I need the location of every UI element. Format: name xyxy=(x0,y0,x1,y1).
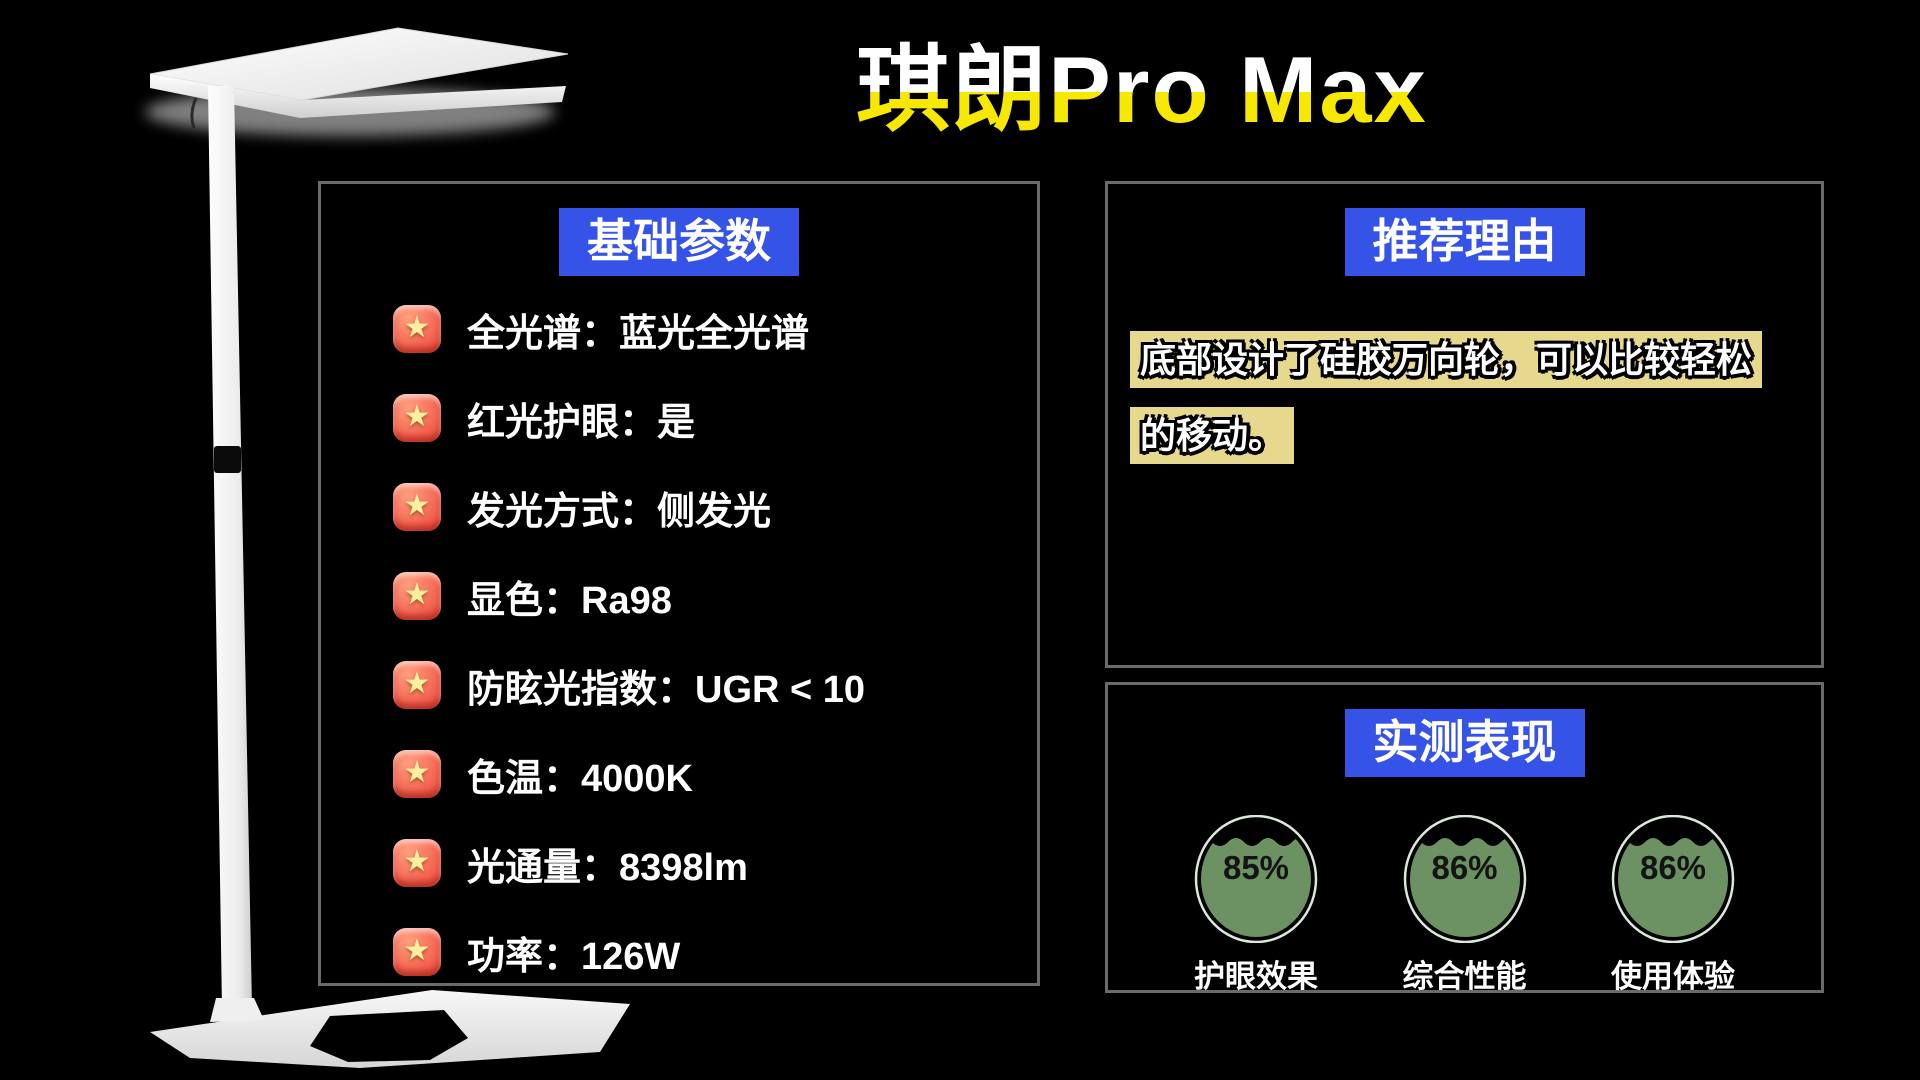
basic-params-panel: 基础参数 ★ 全光谱：蓝光全光谱 ★ 红光护眼：是 ★ 发光方式：侧发光 ★ 显… xyxy=(318,181,1040,986)
spec-list: ★ 全光谱：蓝光全光谱 ★ 红光护眼：是 ★ 发光方式：侧发光 ★ 显色：Ra9… xyxy=(321,305,1037,978)
spec-item: ★ 发光方式：侧发光 xyxy=(393,483,1037,533)
recommendation-heading: 推荐理由 xyxy=(1344,208,1585,276)
star-icon: ★ xyxy=(393,839,441,887)
gauge-label: 护眼效果 xyxy=(1194,959,1318,994)
floor-lamp-image xyxy=(145,27,630,1068)
star-icon: ★ xyxy=(393,483,441,531)
gauge-value: 86% xyxy=(1639,849,1707,886)
gauge-user-experience: 86% 使用体验 xyxy=(1583,814,1763,996)
spec-text: 防眩光指数：UGR < 10 xyxy=(467,668,866,711)
gauge-value: 85% xyxy=(1222,849,1290,886)
gauge-label: 综合性能 xyxy=(1402,959,1527,994)
spec-text: 光通量：8398lm xyxy=(467,846,748,889)
star-icon: ★ xyxy=(393,661,441,709)
gauge-overall-performance: 86% 综合性能 xyxy=(1375,814,1555,996)
spec-item: ★ 色温：4000K xyxy=(393,750,1037,800)
gauge-liquid-icon: 86% xyxy=(1611,814,1735,944)
spec-text: 色温：4000K xyxy=(467,757,693,800)
gauge-label: 使用体验 xyxy=(1611,959,1735,994)
gauge-eye-care: 85% 护眼效果 xyxy=(1166,814,1346,996)
spec-item: ★ 全光谱：蓝光全光谱 xyxy=(393,305,1037,355)
star-icon: ★ xyxy=(393,394,441,442)
spec-item: ★ 显色：Ra98 xyxy=(393,572,1037,622)
star-icon: ★ xyxy=(393,750,441,798)
gauge-liquid-icon: 86% xyxy=(1403,814,1527,944)
spec-item: ★ 红光护眼：是 xyxy=(393,394,1037,444)
basic-params-heading: 基础参数 xyxy=(559,208,799,276)
star-icon: ★ xyxy=(393,305,441,353)
recommendation-panel: 推荐理由 底部设计了硅胶万向轮，可以比较轻松的移动。 xyxy=(1105,181,1824,668)
spec-item: ★ 光通量：8398lm xyxy=(393,839,1037,889)
recommendation-body: 底部设计了硅胶万向轮，可以比较轻松的移动。 xyxy=(1130,322,1770,474)
recommendation-text: 底部设计了硅胶万向轮，可以比较轻松的移动。 xyxy=(1130,331,1763,464)
spec-text: 全光谱：蓝光全光谱 xyxy=(467,312,810,355)
star-icon: ★ xyxy=(393,572,441,620)
page-title: 琪朗Pro Max xyxy=(732,36,1552,144)
performance-heading: 实测表现 xyxy=(1344,709,1585,777)
gauge-value: 86% xyxy=(1431,849,1498,886)
spec-item: ★ 功率：126W xyxy=(393,928,1037,978)
spec-text: 功率：126W xyxy=(467,935,681,978)
spec-item: ★ 防眩光指数：UGR < 10 xyxy=(393,661,1037,711)
spec-text: 发光方式：侧发光 xyxy=(467,490,772,533)
spec-text: 显色：Ra98 xyxy=(467,579,672,622)
performance-panel: 实测表现 85% 护眼效果 xyxy=(1105,682,1824,996)
spec-text: 红光护眼：是 xyxy=(467,401,696,444)
star-icon: ★ xyxy=(393,928,441,976)
gauge-row: 85% 护眼效果 86% 综合性能 xyxy=(1108,814,1821,996)
gauge-liquid-icon: 85% xyxy=(1194,814,1318,944)
